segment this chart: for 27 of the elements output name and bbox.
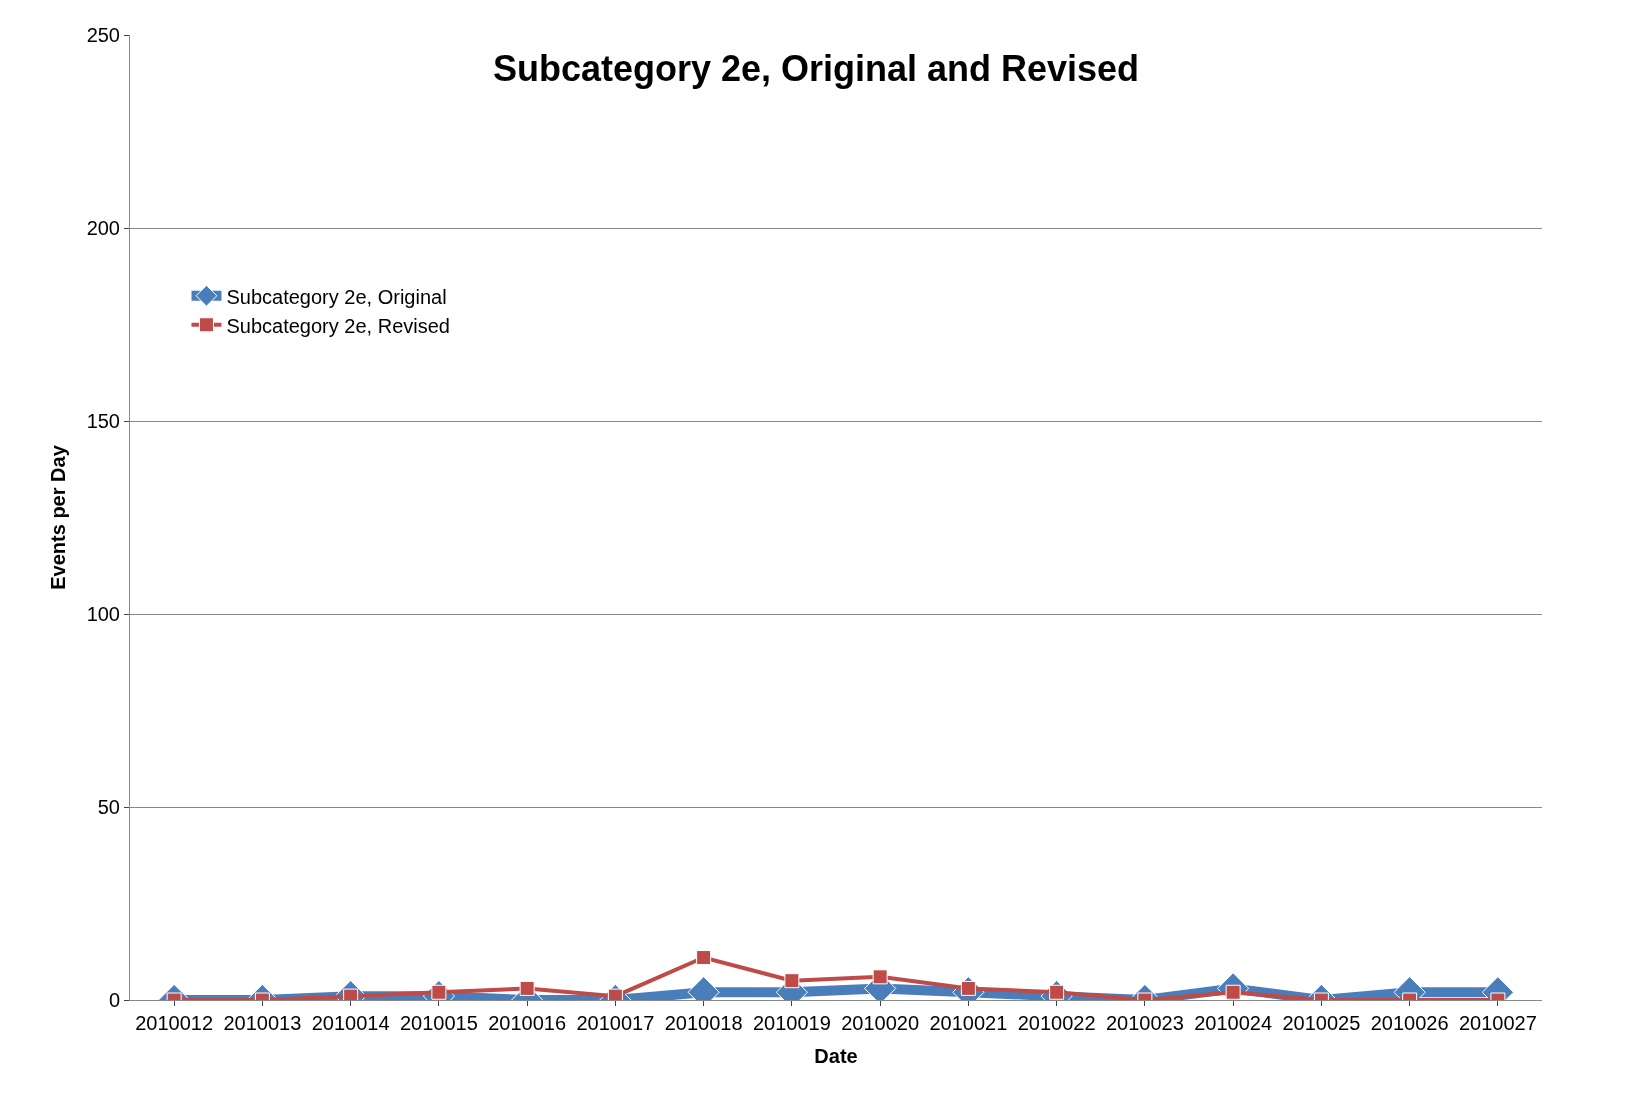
x-tick-label: 2010024: [1194, 1012, 1273, 1034]
y-tick-label: 100: [86, 603, 120, 625]
x-tick-label: 2010023: [1105, 1012, 1184, 1034]
x-axis-title: Date: [814, 1044, 858, 1067]
y-axis-title: Events per Day: [47, 444, 70, 590]
x-tick-label: 2010019: [752, 1012, 831, 1034]
x-tick-label: 2010016: [488, 1012, 567, 1034]
x-tick-label: 2010027: [1458, 1012, 1537, 1034]
legend-label: Subcategory 2e, Original: [226, 285, 447, 308]
x-tick-label: 2010012: [135, 1012, 214, 1034]
x-tick-label: 2010026: [1370, 1012, 1449, 1034]
x-tick-label: 2010015: [399, 1012, 478, 1034]
legend-label: Subcategory 2e, Revised: [226, 314, 450, 337]
y-tick-label: 50: [97, 796, 120, 818]
x-tick-label: 2010022: [1017, 1012, 1096, 1034]
y-tick-label: 250: [86, 24, 120, 46]
x-tick-label: 2010021: [929, 1012, 1008, 1034]
x-tick-label: 2010020: [841, 1012, 920, 1034]
x-tick-label: 2010017: [576, 1012, 655, 1034]
x-tick-label: 2010025: [1282, 1012, 1361, 1034]
chart-title: Subcategory 2e, Original and Revised: [492, 47, 1140, 89]
x-tick-label: 2010018: [664, 1012, 743, 1034]
y-tick-label: 200: [86, 217, 120, 239]
y-tick-label: 150: [86, 410, 120, 432]
y-tick-label: 0: [108, 989, 120, 1011]
x-tick-label: 2010013: [223, 1012, 302, 1034]
x-tick-label: 2010014: [311, 1012, 390, 1034]
